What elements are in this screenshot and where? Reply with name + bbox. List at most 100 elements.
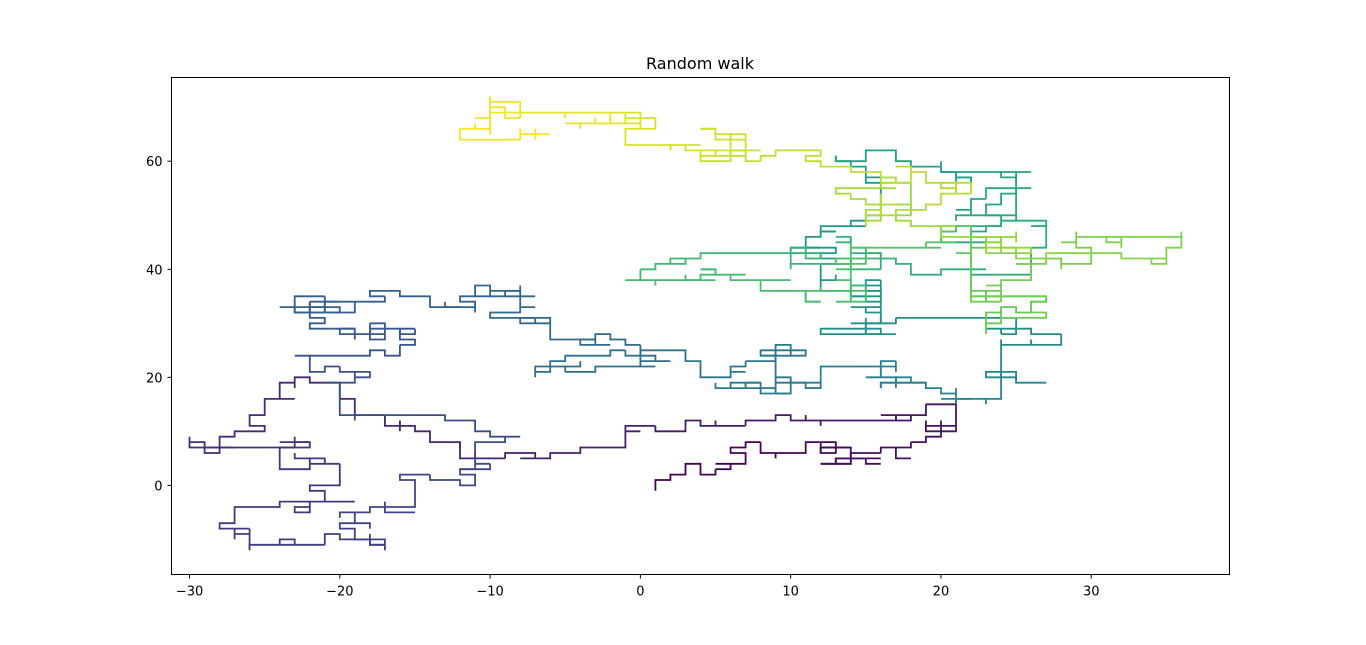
x-tick-label: −20 — [326, 585, 353, 600]
walk-segment — [654, 419, 746, 433]
walk-segment — [985, 187, 1032, 210]
x-tick-label: 10 — [782, 585, 799, 600]
walk-segment — [624, 117, 642, 129]
walk-segment — [835, 280, 867, 303]
walk-segment — [684, 268, 717, 281]
walk-segment — [534, 133, 551, 140]
walk-segment — [338, 522, 385, 546]
walk-segment — [188, 436, 235, 449]
walk-segment — [834, 257, 867, 270]
walk-segment — [640, 252, 716, 271]
walk-segment — [970, 290, 1047, 303]
y-tick-label: 0 — [154, 479, 162, 494]
walk-segment — [579, 333, 641, 346]
walk-segment — [700, 127, 747, 145]
chart-title: Random walk — [646, 54, 755, 73]
walk-segment — [248, 398, 295, 433]
x-tick-label: −10 — [476, 585, 503, 600]
walk-segment — [789, 230, 836, 254]
walk-segment — [864, 177, 882, 221]
y-tick-label: 20 — [146, 371, 163, 386]
walk-segment — [879, 442, 912, 460]
walk-segment — [565, 365, 656, 373]
walk-segment — [233, 528, 251, 551]
walk-segment — [308, 301, 355, 330]
walk-segment — [203, 430, 250, 454]
walk-segment — [324, 366, 371, 389]
walk-segment — [399, 473, 430, 508]
walk-segment — [985, 307, 1002, 335]
walk-segment — [278, 436, 311, 471]
walk-segment — [293, 500, 355, 514]
walk-segment — [986, 236, 1032, 254]
walk-segment — [835, 165, 912, 184]
walk-segment — [699, 361, 747, 379]
walk-segment — [415, 414, 521, 438]
walk-segment — [834, 149, 926, 168]
walk-segment — [323, 296, 386, 314]
axes-frame — [171, 77, 1230, 575]
walk-segment — [940, 226, 1002, 254]
walk-segment — [940, 225, 957, 244]
walk-segment — [715, 441, 761, 471]
walk-segment — [399, 420, 461, 448]
walk-segment — [895, 317, 1017, 335]
walk-segment — [986, 263, 1032, 302]
walk-segment — [504, 290, 536, 302]
walk-segment — [504, 446, 596, 460]
walk-segment — [1150, 231, 1183, 265]
walk-segment — [1091, 236, 1182, 248]
walk-segment — [700, 127, 732, 156]
walk-segment — [804, 280, 866, 303]
walk-segment — [941, 388, 1002, 405]
walk-segment — [744, 414, 821, 426]
walk-segment — [354, 501, 415, 514]
y-tick-label: 40 — [146, 263, 163, 278]
walk-segment — [819, 327, 896, 335]
x-tick-label: 30 — [1083, 585, 1100, 600]
walk-segment — [849, 242, 941, 259]
walk-segment — [834, 452, 881, 465]
walk-segment — [654, 462, 717, 491]
walk-path-layer — [188, 96, 1183, 551]
walk-segment — [308, 463, 341, 502]
walk-segment — [519, 317, 596, 341]
walk-segment — [1030, 225, 1048, 270]
walk-segment — [534, 361, 582, 378]
walk-segment — [835, 236, 882, 270]
walk-segment — [294, 354, 340, 373]
walk-segment — [459, 442, 506, 460]
walk-segment — [399, 327, 416, 346]
walk-segment — [669, 144, 716, 162]
walk-segment — [624, 349, 702, 367]
walk-segment — [986, 295, 1048, 314]
walk-segment — [880, 181, 912, 206]
walk-segment — [338, 388, 401, 427]
walk-segment — [941, 171, 1002, 183]
walk-segment — [895, 165, 971, 195]
walk-segment — [1016, 257, 1093, 270]
walk-segment — [1000, 296, 1048, 319]
walk-segment — [759, 149, 836, 168]
walk-segment — [338, 511, 371, 529]
walk-segment — [625, 269, 701, 286]
walk-segment — [519, 111, 612, 125]
walk-segment — [309, 344, 401, 357]
x-tick-label: −30 — [176, 585, 203, 600]
walk-segment — [956, 246, 986, 291]
walk-segment — [819, 219, 866, 233]
walk-segment — [819, 360, 896, 378]
walk-segment — [444, 295, 491, 313]
walk-segment — [338, 388, 415, 421]
walk-segment — [1000, 344, 1017, 383]
walk-segment — [475, 101, 506, 119]
walk-segment — [549, 349, 626, 367]
walk-segment — [459, 128, 537, 141]
x-axis-ticks: −30 −20 −10 0 10 20 30 — [176, 574, 1100, 600]
walk-segment — [460, 118, 491, 135]
walk-segment — [369, 323, 416, 341]
walk-segment — [700, 268, 761, 281]
walk-segment — [759, 344, 792, 372]
